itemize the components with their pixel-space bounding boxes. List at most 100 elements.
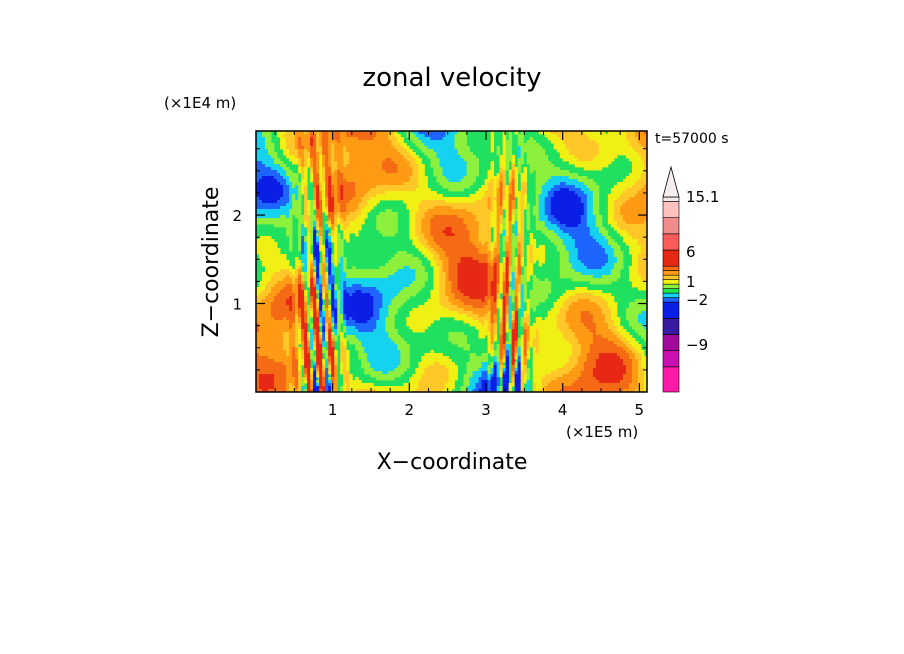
field-cell [418, 248, 422, 252]
field-cell [274, 353, 278, 357]
field-cell [340, 164, 344, 168]
field-cell [334, 293, 338, 297]
field-cell [298, 362, 302, 366]
field-cell [283, 269, 287, 273]
field-cell [385, 152, 389, 156]
field-cell [397, 152, 401, 156]
field-cell [397, 260, 401, 264]
field-cell [352, 149, 356, 153]
field-cell [445, 257, 449, 261]
field-cell [460, 203, 464, 207]
field-cell [451, 170, 455, 174]
field-cell [391, 329, 395, 333]
field-cell [277, 299, 281, 303]
field-cell [322, 317, 326, 321]
field-cell [352, 173, 356, 177]
field-cell [346, 137, 350, 141]
field-cell [364, 209, 368, 213]
field-cell [259, 296, 263, 300]
field-cell [340, 170, 344, 174]
field-cell [280, 356, 284, 360]
field-cell [439, 194, 443, 198]
field-cell [373, 176, 377, 180]
field-cell [295, 278, 299, 282]
field-cell [328, 239, 332, 243]
field-cell [436, 389, 440, 392]
field-cell [451, 209, 455, 213]
field-cell [274, 284, 278, 288]
field-cell [451, 131, 455, 135]
field-cell [274, 218, 278, 222]
field-cell [313, 233, 317, 237]
field-cell [343, 230, 347, 234]
field-cell [379, 353, 383, 357]
field-cell [307, 275, 311, 279]
field-cell [307, 389, 311, 392]
field-cell [358, 194, 362, 198]
field-cell [337, 182, 341, 186]
field-cell [364, 311, 368, 315]
field-cell [268, 143, 272, 147]
field-cell [316, 362, 320, 366]
field-cell [301, 380, 305, 384]
field-cell [460, 293, 464, 297]
field-cell [334, 191, 338, 195]
field-cell [298, 278, 302, 282]
field-cell [400, 302, 404, 306]
field-cell [364, 359, 368, 363]
field-cell [427, 143, 431, 147]
field-cell [334, 164, 338, 168]
field-cell [463, 221, 467, 225]
field-cell [379, 347, 383, 351]
field-cell [331, 380, 335, 384]
field-cell [376, 350, 380, 354]
field-cell [286, 380, 290, 384]
field-cell [310, 371, 314, 375]
field-cell [394, 356, 398, 360]
field-cell [328, 233, 332, 237]
field-cell [448, 386, 452, 390]
field-cell [430, 164, 434, 168]
field-cell [268, 242, 272, 246]
field-cell [334, 251, 338, 255]
field-cell [340, 167, 344, 171]
field-cell [286, 218, 290, 222]
field-cell [316, 278, 320, 282]
field-cell [256, 200, 260, 204]
field-cell [397, 368, 401, 372]
field-cell [439, 305, 443, 309]
field-cell [289, 215, 293, 219]
field-cell [397, 146, 401, 150]
field-cell [454, 251, 458, 255]
field-cell [463, 347, 467, 351]
field-cell [385, 209, 389, 213]
field-cell [289, 323, 293, 327]
field-cell [322, 260, 326, 264]
field-cell [346, 293, 350, 297]
field-cell [445, 134, 449, 138]
field-cell [436, 296, 440, 300]
field-cell [313, 137, 317, 141]
field-cell [271, 179, 275, 183]
field-cell [298, 245, 302, 249]
field-cell [349, 149, 353, 153]
field-cell [283, 335, 287, 339]
field-cell [439, 386, 443, 390]
field-cell [448, 146, 452, 150]
field-cell [421, 200, 425, 204]
field-cell [421, 266, 425, 270]
field-cell [394, 332, 398, 336]
field-cell [268, 356, 272, 360]
field-cell [301, 308, 305, 312]
field-cell [376, 137, 380, 141]
field-cell [409, 233, 413, 237]
field-cell [421, 275, 425, 279]
field-cell [331, 221, 335, 225]
field-cell [373, 386, 377, 390]
field-cell [355, 338, 359, 342]
field-cell [346, 326, 350, 330]
field-cell [424, 197, 428, 201]
field-cell [427, 323, 431, 327]
field-cell [364, 386, 368, 390]
field-cell [274, 155, 278, 159]
